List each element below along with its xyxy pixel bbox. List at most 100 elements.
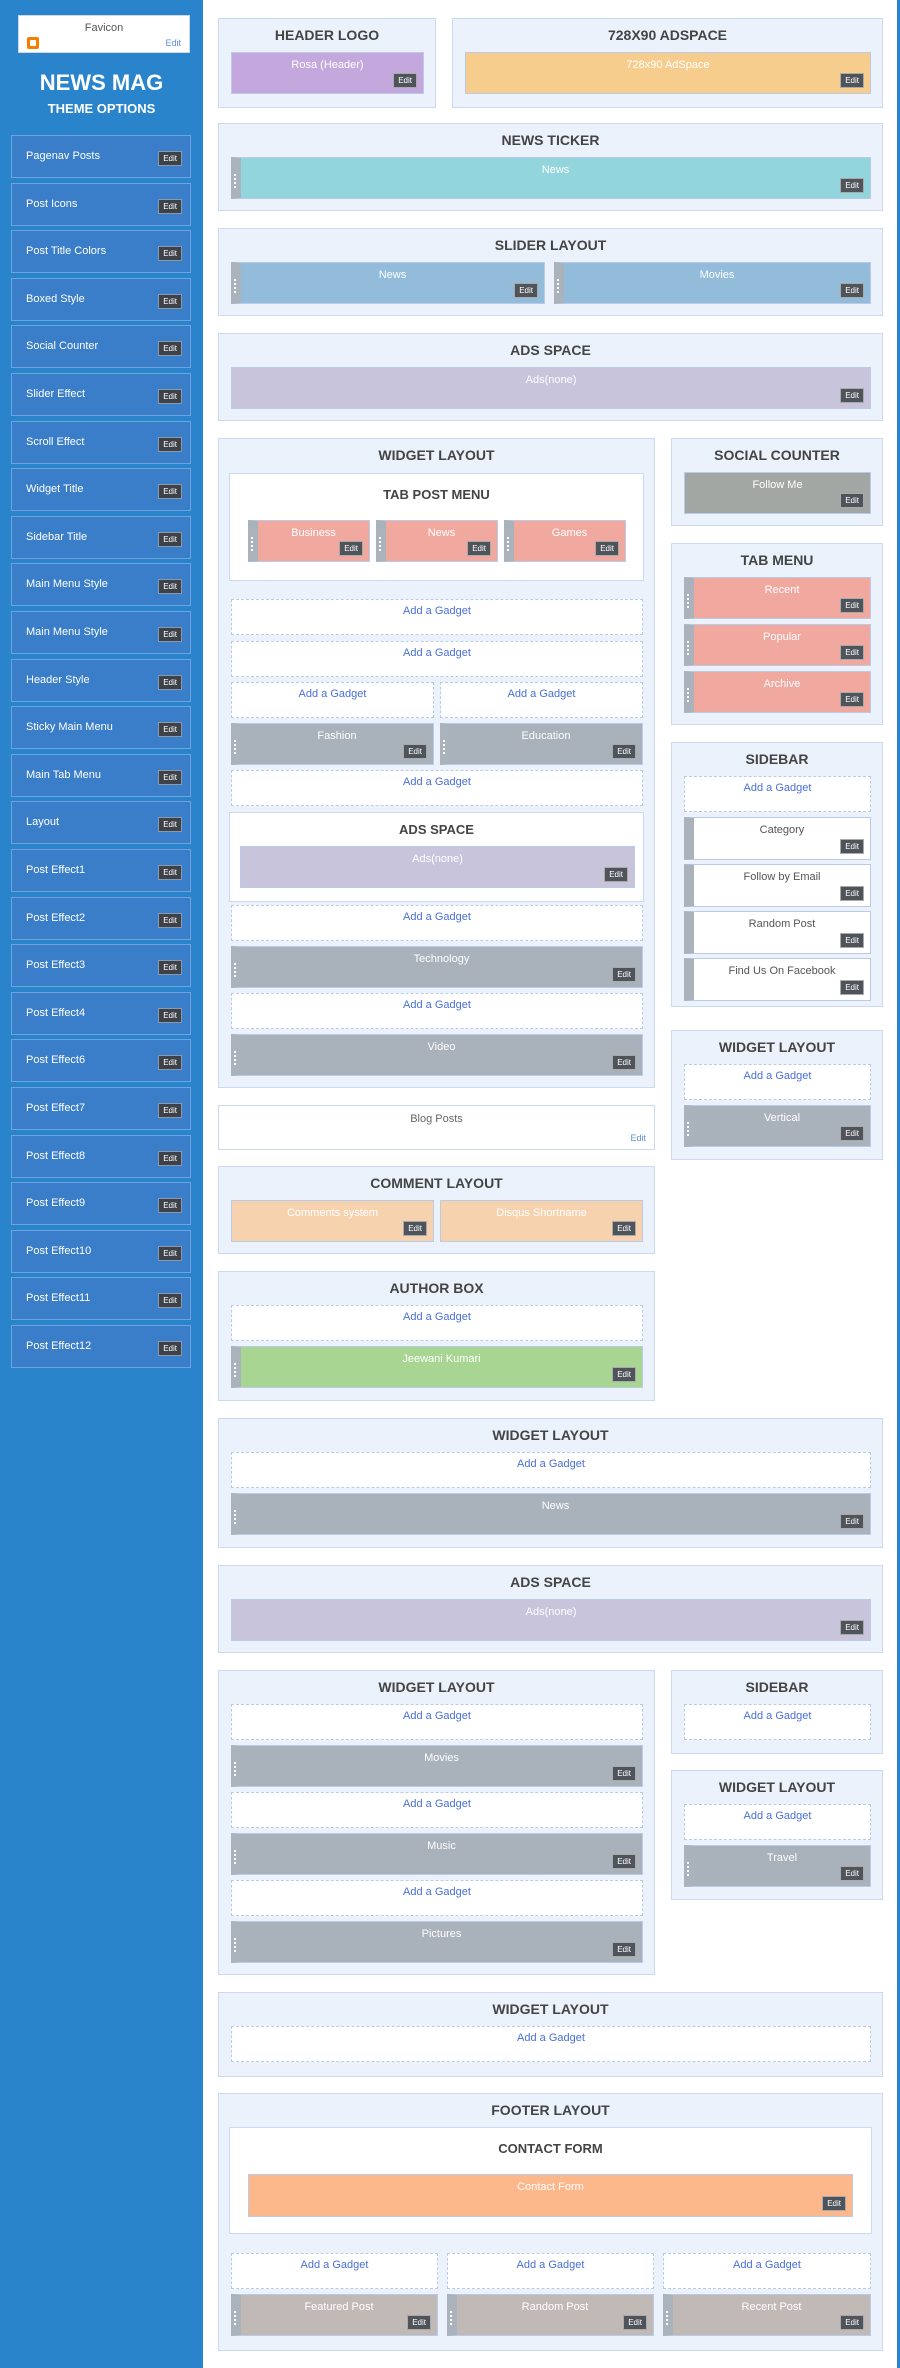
edit-button[interactable]: Edit [840, 886, 864, 901]
sidebar-item[interactable]: Post Effect3 Edit [11, 944, 191, 988]
fashion-gadget[interactable]: Fashion Edit [231, 723, 434, 765]
edit-button[interactable]: Edit [158, 1245, 182, 1261]
sidebar-item[interactable]: Post Effect1 Edit [11, 849, 191, 892]
ads-gadget[interactable]: Ads(none) Edit [231, 1599, 871, 1641]
edit-button[interactable]: Edit [158, 769, 182, 785]
sidebar-item[interactable]: Sticky Main Menu Edit [11, 706, 191, 750]
tab-business-gadget[interactable]: Business Edit [248, 520, 370, 562]
edit-button[interactable]: Edit [840, 388, 864, 403]
sidebar-item[interactable]: Sidebar Title Edit [11, 515, 191, 559]
tab-news-gadget[interactable]: News Edit [376, 520, 498, 562]
contact-form-gadget[interactable]: Contact Form Edit [248, 2174, 853, 2217]
add-gadget-link[interactable]: Add a Gadget [231, 2026, 871, 2062]
news-ticker-gadget[interactable]: News Edit [231, 157, 871, 199]
edit-button[interactable]: Edit [623, 2315, 647, 2330]
edit-button[interactable]: Edit [840, 692, 864, 707]
edit-button[interactable]: Edit [840, 1126, 864, 1141]
edit-button[interactable]: Edit [840, 2315, 864, 2330]
sidebar-item[interactable]: Post Title Colors Edit [11, 230, 191, 274]
add-gadget-link[interactable]: Add a Gadget [440, 682, 643, 718]
random-post-gadget[interactable]: Random Post Edit [684, 911, 871, 954]
popular-gadget[interactable]: Popular Edit [684, 624, 871, 666]
header-gadget[interactable]: Rosa (Header) Edit [231, 52, 424, 94]
edit-button[interactable]: Edit [612, 744, 636, 759]
add-gadget-link[interactable]: Add a Gadget [231, 1452, 871, 1488]
edit-button[interactable]: Edit [158, 1103, 182, 1118]
sidebar-item[interactable]: Post Effect8 Edit [11, 1134, 191, 1178]
sidebar-item[interactable]: Slider Effect Edit [11, 373, 191, 416]
travel-gadget[interactable]: Travel Edit [684, 1845, 871, 1887]
edit-button[interactable]: Edit [403, 744, 427, 759]
edit-button[interactable]: Edit [467, 541, 491, 556]
inner-ads-gadget[interactable]: Ads(none) Edit [240, 846, 635, 888]
edit-button[interactable]: Edit [403, 1221, 427, 1236]
adspace-728-gadget[interactable]: 728x90 AdSpace Edit [465, 52, 871, 94]
edit-button[interactable]: Edit [158, 674, 182, 690]
edit-button[interactable]: Edit [822, 2196, 846, 2211]
archive-gadget[interactable]: Archive Edit [684, 671, 871, 713]
add-gadget-link[interactable]: Add a Gadget [231, 1704, 643, 1740]
edit-button[interactable]: Edit [158, 1007, 182, 1023]
sidebar-item[interactable]: Post Effect7 Edit [11, 1087, 191, 1130]
edit-button[interactable]: Edit [840, 645, 864, 660]
edit-button[interactable]: Edit [840, 933, 864, 948]
sidebar-item[interactable]: Social Counter Edit [11, 325, 191, 369]
facebook-gadget[interactable]: Find Us On Facebook Edit [684, 958, 871, 1001]
add-gadget-link[interactable]: Add a Gadget [231, 1792, 643, 1828]
disqus-gadget[interactable]: Disqus Shortname Edit [440, 1200, 643, 1242]
vertical-gadget[interactable]: Vertical Edit [684, 1105, 871, 1147]
edit-button[interactable]: Edit [612, 1766, 636, 1781]
add-gadget-link[interactable]: Add a Gadget [231, 905, 643, 941]
tab-games-gadget[interactable]: Games Edit [504, 520, 626, 562]
add-gadget-link[interactable]: Add a Gadget [231, 682, 434, 718]
recent-post-gadget[interactable]: Recent Post Edit [663, 2294, 871, 2336]
add-gadget-link[interactable]: Add a Gadget [684, 776, 871, 812]
sidebar-item[interactable]: Scroll Effect Edit [11, 420, 191, 464]
edit-button[interactable]: Edit [158, 1198, 182, 1214]
edit-button[interactable]: Edit [612, 1854, 636, 1869]
edit-button[interactable]: Edit [158, 198, 182, 214]
edit-button[interactable]: Edit [612, 1367, 636, 1382]
sidebar-item[interactable]: Post Effect6 Edit [11, 1039, 191, 1083]
edit-button[interactable]: Edit [158, 293, 182, 309]
sidebar-item[interactable]: Boxed Style Edit [11, 277, 191, 321]
add-gadget-link[interactable]: Add a Gadget [684, 1064, 871, 1100]
sidebar-item[interactable]: Post Effect10 Edit [11, 1229, 191, 1273]
edit-button[interactable]: Edit [158, 1150, 182, 1166]
sidebar-item[interactable]: Pagenav Posts Edit [11, 135, 191, 178]
sidebar-item[interactable]: Layout Edit [11, 801, 191, 845]
add-gadget-link[interactable]: Add a Gadget [231, 2253, 438, 2289]
edit-button[interactable]: Edit [840, 598, 864, 613]
edit-button[interactable]: Edit [840, 1514, 864, 1529]
edit-button[interactable]: Edit [158, 627, 182, 642]
edit-button[interactable]: Edit [158, 817, 182, 833]
category-gadget[interactable]: Category Edit [684, 817, 871, 860]
edit-button[interactable]: Edit [158, 579, 182, 595]
edit-button[interactable]: Edit [604, 867, 628, 882]
edit-button[interactable]: Edit [158, 341, 182, 357]
edit-button[interactable]: Edit [612, 1221, 636, 1236]
video-gadget[interactable]: Video Edit [231, 1034, 643, 1076]
add-gadget-link[interactable]: Add a Gadget [684, 1804, 871, 1840]
education-gadget[interactable]: Education Edit [440, 723, 643, 765]
edit-button[interactable]: Edit [158, 1341, 182, 1356]
add-gadget-link[interactable]: Add a Gadget [231, 599, 643, 635]
edit-button[interactable]: Edit [840, 283, 864, 298]
sidebar-item[interactable]: Post Effect12 Edit [11, 1325, 191, 1368]
recent-gadget[interactable]: Recent Edit [684, 577, 871, 619]
sidebar-item[interactable]: Post Effect4 Edit [11, 991, 191, 1035]
edit-button[interactable]: Edit [158, 484, 182, 500]
slider-movies-gadget[interactable]: Movies Edit [554, 262, 871, 304]
edit-button[interactable]: Edit [407, 2315, 431, 2330]
technology-gadget[interactable]: Technology Edit [231, 946, 643, 988]
edit-button[interactable]: Edit [158, 246, 182, 262]
follow-by-email-gadget[interactable]: Follow by Email Edit [684, 864, 871, 907]
edit-button[interactable]: Edit [158, 151, 182, 166]
edit-button[interactable]: Edit [158, 389, 182, 404]
comments-system-gadget[interactable]: Comments system Edit [231, 1200, 434, 1242]
sidebar-item[interactable]: Header Style Edit [11, 658, 191, 702]
edit-button[interactable]: Edit [339, 541, 363, 556]
sidebar-item[interactable]: Main Menu Style Edit [11, 563, 191, 607]
music-gadget[interactable]: Music Edit [231, 1833, 643, 1875]
edit-button[interactable]: Edit [158, 436, 182, 452]
